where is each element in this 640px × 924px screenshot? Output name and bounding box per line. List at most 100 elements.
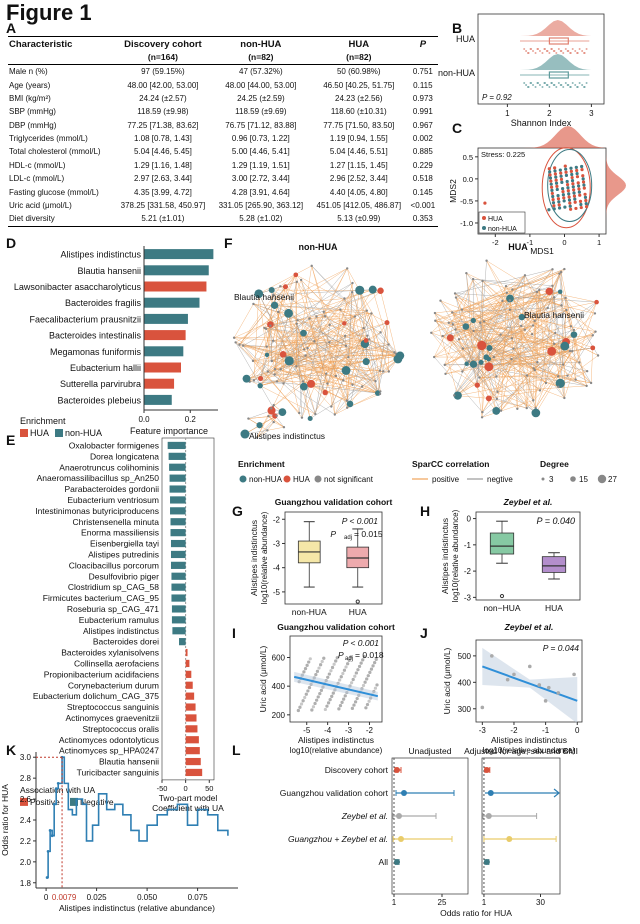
network-edge [450,307,548,339]
density-cloud [507,54,592,70]
table-cell: 2.96 [2.52, 3.44] [329,174,388,184]
network-node [306,346,309,350]
mds-point [554,175,558,179]
network-edge [468,286,507,362]
network-node [353,315,357,318]
scatter-point [359,661,363,665]
mds-point [560,180,564,184]
mds-point [578,199,583,203]
tick-label: -3 [273,539,281,548]
network-edge [454,269,553,396]
category-label: Streptococcus sanguinis [67,702,159,712]
rain-dot [536,82,539,84]
table-cell: 48.00 [44.00, 53.00] [225,80,297,90]
outlier [355,599,360,604]
network-node [525,374,529,377]
network-node [444,372,447,376]
legend-label: 15 [579,475,588,484]
bar-lawsonibacter-asaccharolyticus [144,281,207,292]
network-edge [482,280,562,306]
scatter-point [369,667,374,671]
network-node [298,411,301,415]
network-edge [534,291,538,371]
network-edge [268,415,285,428]
category-label: Blautia hansenii [99,757,159,767]
table-row: Age (years) 48.00 [42.00, 53.00] 48.00 [44… [8,78,438,91]
table-cell: 5.28 (±1.02) [211,212,310,227]
network-non-hua-cluster [240,403,287,439]
table-cell: BMI (kg/m²) [9,93,51,103]
network-edge [329,342,337,376]
mds-point [580,168,584,172]
network-edge [315,282,353,415]
category-label: Bacteroides intestinalis [49,331,142,341]
table-header: Discovery cohort [113,36,212,52]
rain-dot [555,86,558,88]
network-node [585,384,588,388]
category-label: Corynebacterium durum [68,680,159,690]
table-row: DBP (mmHg) 77.25 [71.38, 83.62] 76.75 [71.… [8,119,438,132]
right-density [606,148,626,234]
stress-label: Stress: 0.225 [481,150,525,159]
legend-title: Degree [540,459,569,469]
rain-dot [529,48,532,50]
network-node [234,341,237,344]
network-node [247,417,250,420]
panel-label-c: C [452,120,463,136]
bar-faecalibacterium-prausnitzii [144,313,188,324]
tick-label: 2 [547,109,552,118]
scatter-point [328,698,332,702]
network-node [451,311,454,314]
network-node [508,299,512,302]
network-node [315,315,318,318]
forest-frame [391,757,469,895]
table-cell: 50 (60.98%) [336,67,381,77]
rain-dot [574,84,577,86]
rain-dot [541,86,544,88]
scatter-point [353,674,357,678]
mds-point [557,200,561,204]
network-edge [512,289,534,401]
table-row: Triglycerides (mmol/L) 1.08 [0.78, 1.43] 0… [8,132,438,145]
table-cell: 5.04 [4.46, 5.51] [329,147,388,157]
network-node [284,308,293,318]
network-node [560,304,563,307]
network-node [379,331,382,334]
network-edge [296,366,311,419]
tick-label: 2.8 [20,774,32,783]
network-node [432,355,436,359]
category-label: Cloacibacillus porcorum [69,560,159,570]
network-node [499,409,503,412]
scatter-point [373,661,377,665]
network-edge [521,316,599,356]
mds-point [583,195,588,199]
tick-label: 0 [184,784,188,793]
bar-blautia-hansenii [144,265,209,276]
scatter-point [363,680,367,684]
scatter-point [305,663,309,667]
legend-label-nonhua: non-HUA [488,226,517,233]
scatter-point [337,707,341,711]
network-edge [455,297,522,318]
group-label: HUA [456,34,475,44]
network-edge [235,268,348,343]
padj-label: P [338,650,344,660]
rain-dot [541,52,544,54]
row-label: All [379,857,389,867]
odds-ratio-point [60,755,64,759]
legend-degree-dot [541,477,545,481]
mds-point [571,185,575,189]
network-node [345,399,349,402]
network-edge [302,310,367,382]
network-edge [431,291,561,334]
network-edge [497,385,587,392]
legend-label: 3 [549,475,554,484]
tick-label: 30 [536,898,545,907]
network-edge [509,298,535,321]
scatter-point [546,685,551,690]
bar-oxalobacter-formigenes [167,441,186,450]
network-title-left: non-HUA [299,242,338,252]
table-cell: 1.19 [0.94, 1.55] [329,134,388,144]
network-edge [526,290,540,409]
network-edge [271,289,381,395]
